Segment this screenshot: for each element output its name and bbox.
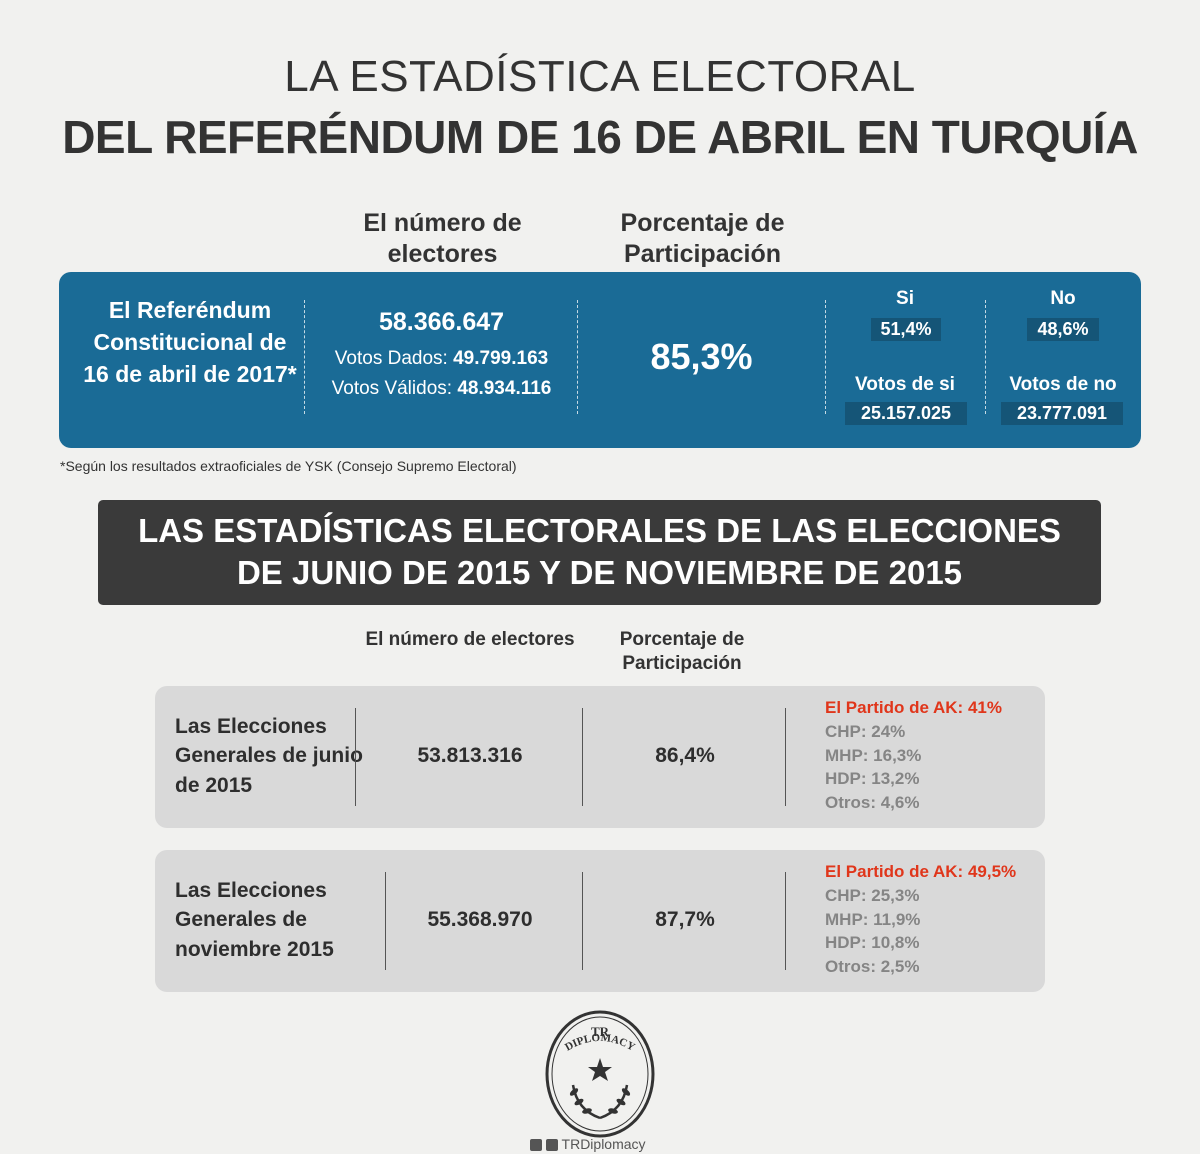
social-handle: TRDiplomacy: [530, 1136, 646, 1152]
tr-diplomacy-logo: TR DIPLOMACY: [545, 1010, 655, 1138]
divider: [825, 300, 826, 414]
election-box-november-2015: Las Elecciones Generales de noviembre 20…: [155, 850, 1045, 992]
page-title-line-1: LA ESTADÍSTICA ELECTORAL: [284, 52, 916, 101]
si-percentage: 51,4%: [871, 318, 941, 341]
party-results: El Partido de AK: 49,5% CHP: 25,3% MHP: …: [825, 860, 1016, 979]
party-results: El Partido de AK: 41% CHP: 24% MHP: 16,3…: [825, 696, 1002, 815]
party-hdp: HDP: 13,2%: [825, 769, 920, 789]
section-banner-line-1: LAS ESTADÍSTICAS ELECTORALES DE LAS ELEC…: [138, 512, 1061, 549]
party-chp: CHP: 25,3%: [825, 885, 920, 905]
votos-validos-value: 48.934.116: [457, 378, 552, 399]
no-label: No: [1050, 288, 1076, 309]
referendum-label: El Referéndum Constitucional de 16 de ab…: [83, 297, 297, 388]
election-box-june-2015: Las Elecciones Generales de junio de 201…: [155, 686, 1045, 828]
twitter-icon: [530, 1139, 542, 1152]
social-handle-text: TRDiplomacy: [561, 1136, 646, 1152]
header-electors-2015: El número de electores: [365, 629, 575, 650]
laurel-icon: [571, 1084, 629, 1120]
divider: [355, 708, 356, 806]
votos-dados-value: 49.799.163: [453, 348, 549, 369]
election-label: Las Elecciones Generales de noviembre 20…: [175, 879, 334, 961]
election-electors: 53.813.316: [417, 744, 523, 767]
divider: [985, 300, 986, 414]
party-otros: Otros: 4,6%: [825, 793, 920, 813]
section-banner-line-2: DE JUNIO DE 2015 Y DE NOVIEMBRE DE 2015: [236, 554, 963, 591]
election-electors: 55.368.970: [427, 908, 533, 931]
star-icon: [588, 1058, 612, 1081]
footnote: *Según los resultados extraoficiales de …: [60, 458, 517, 474]
divider: [582, 708, 583, 806]
si-votes: 25.157.025: [845, 402, 967, 425]
party-mhp: MHP: 16,3%: [825, 745, 922, 765]
no-votes: 23.777.091: [1001, 402, 1123, 425]
divider: [785, 708, 786, 806]
divider: [577, 300, 578, 414]
election-participation: 87,7%: [655, 908, 715, 931]
votos-dados-label: Votos Dados:: [334, 348, 448, 369]
si-label: Si: [896, 288, 914, 309]
votos-validos: Votos Válidos: 48.934.116: [304, 378, 579, 400]
logo-text-top: TR: [591, 1024, 610, 1039]
party-hdp: HDP: 10,8%: [825, 933, 920, 953]
election-label: Las Elecciones Generales de junio de 201…: [175, 715, 363, 797]
referendum-box: El Referéndum Constitucional de 16 de ab…: [59, 272, 1141, 448]
header-electors: El número de electores: [363, 209, 522, 269]
page-title-line-2: DEL REFERÉNDUM DE 16 DE ABRIL EN TURQUÍA: [62, 111, 1138, 163]
si-votes-label: Votos de si: [855, 374, 955, 395]
header-participation-2015: Porcentaje de Participación: [619, 629, 745, 674]
referendum-electors: 58.366.647: [378, 308, 505, 336]
divider: [304, 300, 305, 414]
votos-validos-label: Votos Válidos:: [331, 378, 453, 399]
votos-dados: Votos Dados: 49.799.163: [304, 348, 579, 370]
divider: [385, 872, 386, 970]
election-participation: 86,4%: [655, 744, 715, 767]
party-otros: Otros: 2,5%: [825, 957, 920, 977]
no-percentage: 48,6%: [1027, 318, 1099, 341]
party-mhp: MHP: 11,9%: [825, 909, 921, 929]
facebook-icon: [545, 1139, 558, 1152]
no-votes-label: Votos de no: [1009, 374, 1117, 395]
party-ak: El Partido de AK: 49,5%: [825, 862, 1017, 881]
referendum-participation: 85,3%: [650, 336, 753, 377]
party-chp: CHP: 24%: [825, 721, 906, 741]
section-banner: LAS ESTADÍSTICAS ELECTORALES DE LAS ELEC…: [98, 500, 1101, 605]
party-ak: El Partido de AK: 41%: [825, 698, 1002, 717]
header-participation: Porcentaje de Participación: [620, 209, 785, 269]
divider: [785, 872, 786, 970]
divider: [582, 872, 583, 970]
